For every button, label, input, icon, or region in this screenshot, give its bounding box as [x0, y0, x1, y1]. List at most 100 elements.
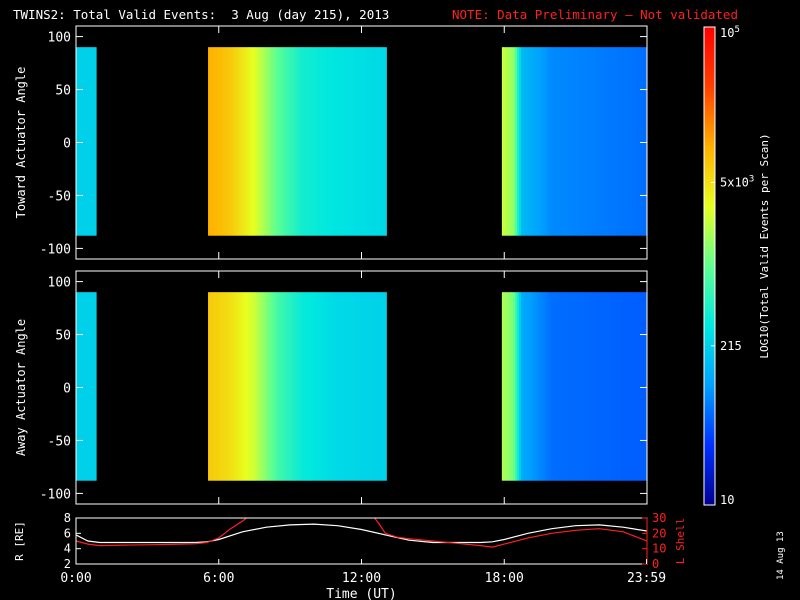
- heatmap-cell: [215, 47, 218, 236]
- heatmap-cell: [536, 47, 539, 236]
- heatmap-cell: [536, 292, 539, 481]
- heatmap-cell: [221, 292, 224, 481]
- heatmap-cell: [284, 47, 287, 236]
- heatmap-cell: [604, 47, 607, 236]
- heatmap-cell: [579, 47, 583, 236]
- heatmap-cell: [274, 292, 277, 481]
- heatmap-cell: [238, 292, 241, 481]
- heatmap-cell: [228, 47, 232, 236]
- heatmap-cell: [593, 47, 596, 236]
- heatmap-cell: [299, 47, 302, 236]
- heatmap-cell: [578, 292, 581, 481]
- heatmap-cell: [289, 47, 293, 236]
- heatmap-cell: [517, 47, 520, 236]
- y-tick-label: 50: [55, 84, 71, 99]
- chart-title: TWINS2: Total Valid Events: 3 Aug (day 2…: [13, 7, 389, 22]
- heatmap-cell: [598, 292, 602, 481]
- heatmap-cell: [230, 47, 234, 236]
- heatmap-cell: [225, 292, 228, 481]
- heatmap-cell: [576, 292, 579, 481]
- heatmap-cell: [585, 292, 588, 481]
- r-axis-label: R [RE]: [13, 521, 26, 561]
- y-tick-label: -50: [48, 434, 71, 449]
- heatmap-cell: [276, 292, 279, 481]
- heatmap-cell: [85, 47, 88, 236]
- heatmap-cell: [560, 47, 564, 236]
- heatmap-cell: [623, 292, 626, 481]
- heatmap-cell: [568, 47, 571, 236]
- heatmap-cell: [625, 47, 628, 236]
- heatmap-cell: [627, 47, 630, 236]
- heatmap-cell: [244, 47, 247, 236]
- heatmap-cell: [633, 47, 636, 236]
- heatmap-cell: [312, 292, 316, 481]
- heatmap-cell: [316, 47, 319, 236]
- heatmap-cell: [219, 47, 222, 236]
- heatmap-cell: [553, 47, 556, 236]
- heatmap-cell: [337, 47, 340, 236]
- heatmap-cell: [305, 47, 308, 236]
- colorbar-tick-label: 10: [720, 493, 734, 507]
- heatmap-cell: [318, 47, 321, 236]
- heatmap-cell: [213, 47, 217, 236]
- heatmap-cell: [225, 47, 228, 236]
- heatmap-cell: [255, 47, 258, 236]
- heatmap-cell: [616, 47, 619, 236]
- heatmap-cell: [89, 47, 92, 236]
- heatmap-cell: [335, 292, 338, 481]
- colorbar-frame: [703, 26, 716, 506]
- heatmap-cell: [507, 47, 510, 236]
- heatmap-cell: [83, 292, 86, 481]
- heatmap-cell: [87, 47, 90, 236]
- heatmap-cell: [585, 47, 588, 236]
- heatmap-cell: [530, 47, 533, 236]
- away-segment-2: [501, 292, 648, 481]
- chart-note: NOTE: Data Preliminary — Not validated: [452, 7, 738, 22]
- colorbar-tick-label: 5x103: [720, 174, 754, 189]
- heatmap-cell: [346, 292, 350, 481]
- heatmap-cell: [318, 292, 321, 481]
- heatmap-cell: [270, 47, 274, 236]
- heatmap-cell: [223, 292, 226, 481]
- heatmap-cell: [282, 47, 285, 236]
- heatmap-cell: [517, 292, 520, 481]
- heatmap-cell: [93, 292, 96, 481]
- heatmap-cell: [555, 292, 558, 481]
- y-tick-label: 0: [63, 382, 71, 397]
- y-tick-label: 2: [64, 557, 71, 571]
- heatmap-cell: [377, 292, 380, 481]
- heatmap-cell: [574, 47, 577, 236]
- heatmap-cell: [635, 292, 638, 481]
- heatmap-cell: [263, 292, 266, 481]
- heatmap-cell: [337, 292, 340, 481]
- heatmap-cell: [295, 47, 298, 236]
- heatmap-cell: [610, 47, 613, 236]
- heatmap-cell: [76, 292, 79, 481]
- heatmap-cell: [373, 292, 376, 481]
- heatmap-cell: [236, 292, 239, 481]
- heatmap-cell: [354, 47, 357, 236]
- colorbar-gradient: [704, 27, 715, 505]
- r-series-line: [76, 523, 647, 544]
- heatmap-cell: [265, 47, 268, 236]
- heatmap-cell: [242, 47, 245, 236]
- heatmap-cell: [366, 47, 369, 236]
- heatmap-cell: [522, 292, 526, 481]
- y-tick-label: -100: [40, 242, 71, 257]
- heatmap-cell: [324, 292, 327, 481]
- heatmap-cell: [76, 47, 79, 236]
- y-tick-label: 20: [652, 526, 666, 540]
- x-tick-label: 0:00: [60, 571, 91, 586]
- heatmap-cell: [286, 47, 289, 236]
- heatmap-cell: [583, 47, 587, 236]
- heatmap-cell: [555, 47, 558, 236]
- heatmap-cell: [503, 47, 507, 236]
- heatmap-cell: [348, 292, 352, 481]
- heatmap-cell: [322, 292, 325, 481]
- heatmap-cell: [532, 47, 535, 236]
- heatmap-cell: [367, 292, 371, 481]
- heatmap-cell: [638, 292, 642, 481]
- heatmap-cell: [505, 292, 508, 481]
- heatmap-cell: [383, 292, 386, 481]
